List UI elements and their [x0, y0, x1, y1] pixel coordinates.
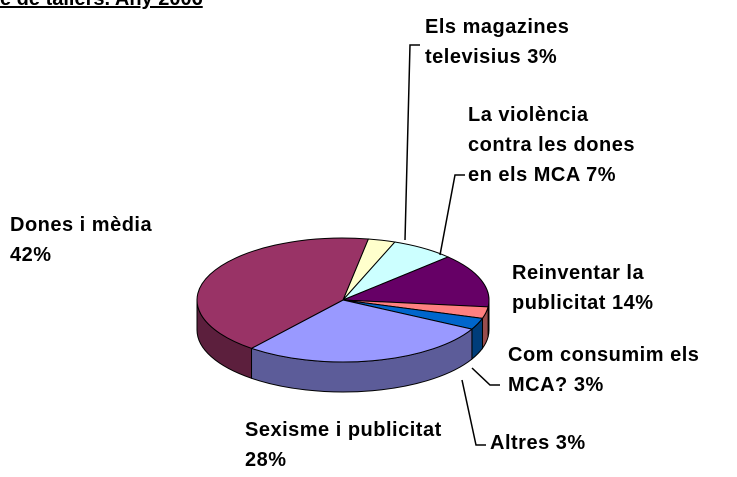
- value-label: 7%: [586, 164, 617, 186]
- value-label: 28%: [245, 449, 287, 471]
- slice-label: La violència contra les dones en els MCA…: [468, 100, 643, 190]
- pie-slice: [196, 237, 370, 349]
- category-name: Sexisme i publicitat: [245, 419, 442, 441]
- category-name: Dones i mèdia: [10, 214, 153, 236]
- category-name: La violència contra les dones en els MCA: [468, 104, 635, 186]
- value-label: 14%: [611, 292, 654, 314]
- leader-line: [404, 44, 420, 241]
- value-label: 3%: [555, 432, 586, 454]
- value-label: 3%: [527, 46, 558, 68]
- pie-body: [196, 237, 490, 393]
- category-name: Altres: [490, 432, 550, 454]
- pie-slice: [342, 256, 490, 308]
- pie-slice: [250, 299, 474, 363]
- leader-line: [439, 174, 465, 256]
- chart-title: e de tallers. Any 2006: [0, 0, 203, 11]
- leader-line: [461, 379, 486, 446]
- slice-label: Dones i mèdia 42%: [10, 210, 180, 270]
- value-label: 3%: [573, 374, 604, 396]
- category-name: Els magazines televisius: [425, 16, 570, 68]
- slice-label: Com consumim els MCA? 3%: [508, 340, 718, 400]
- leader-line: [471, 367, 500, 386]
- slice-label: Sexisme i publicitat 28%: [245, 415, 455, 475]
- slice-label: Els magazines televisius 3%: [425, 12, 625, 72]
- slice-label: Altres 3%: [490, 428, 640, 458]
- slice-label: Reinventar la publicitat 14%: [512, 258, 737, 318]
- category-name: Com consumim els MCA?: [508, 344, 700, 396]
- value-label: 42%: [10, 244, 52, 266]
- category-name: Reinventar la publicitat: [512, 262, 645, 314]
